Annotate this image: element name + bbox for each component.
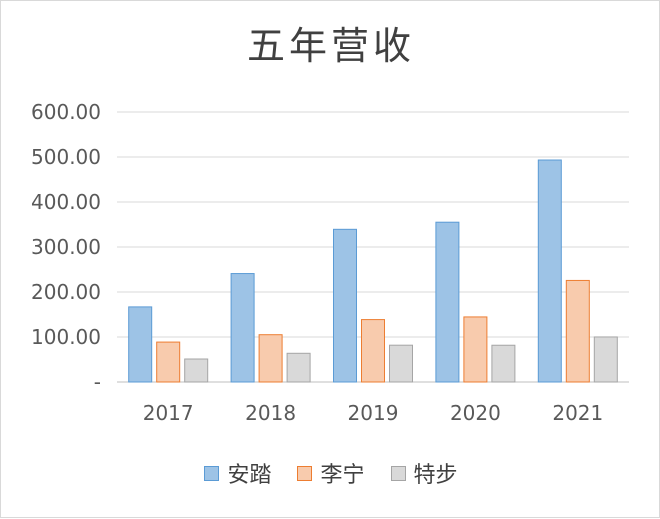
bar-李宁-2018: [258, 334, 283, 383]
bar-安踏-2019: [333, 228, 357, 383]
chart-title: 五年营收: [246, 24, 415, 68]
legend-label-lining: 李宁: [320, 463, 365, 488]
y-tick-label: -: [94, 370, 101, 394]
y-tick-label: 200.00: [31, 280, 101, 304]
bar-李宁-2020: [463, 316, 488, 383]
legend-label-xtep: 特步: [413, 463, 458, 488]
legend-label-anta: 安踏: [227, 463, 272, 488]
y-tick-label: 600.00: [31, 100, 101, 124]
bar-李宁-2019: [361, 319, 385, 383]
y-tick-label: 300.00: [31, 235, 101, 259]
bar-安踏-2020: [435, 221, 460, 383]
bar-特步-2018: [286, 352, 311, 383]
bar-李宁-2021: [565, 279, 590, 383]
bar-特步-2017: [184, 358, 209, 383]
x-tick-label: 2018: [245, 401, 296, 425]
legend-item-xtep: 特步: [390, 457, 458, 489]
bar-安踏-2021: [537, 159, 562, 383]
bar-特步-2021: [593, 336, 618, 383]
legend-swatch-anta: [204, 465, 220, 481]
x-tick-label: 2017: [143, 401, 194, 425]
legend-swatch-lining: [297, 465, 313, 481]
bar-特步-2020: [491, 344, 516, 383]
bar-李宁-2017: [156, 341, 181, 383]
y-tick-label: 500.00: [31, 145, 101, 169]
legend-swatch-xtep: [390, 465, 406, 481]
y-tick-label: 100.00: [31, 325, 101, 349]
y-tick-label: 400.00: [31, 190, 101, 214]
x-tick-label: 2021: [552, 401, 603, 425]
bar-安踏-2018: [230, 273, 255, 383]
legend-item-lining: 李宁: [297, 457, 365, 489]
bar-安踏-2017: [128, 306, 153, 383]
legend-item-anta: 安踏: [204, 457, 271, 489]
x-tick-label: 2019: [348, 401, 399, 425]
x-tick-label: 2020: [450, 401, 501, 425]
chart-legend: 安踏 李宁 特步: [1, 457, 660, 489]
bar-特步-2019: [389, 344, 413, 383]
